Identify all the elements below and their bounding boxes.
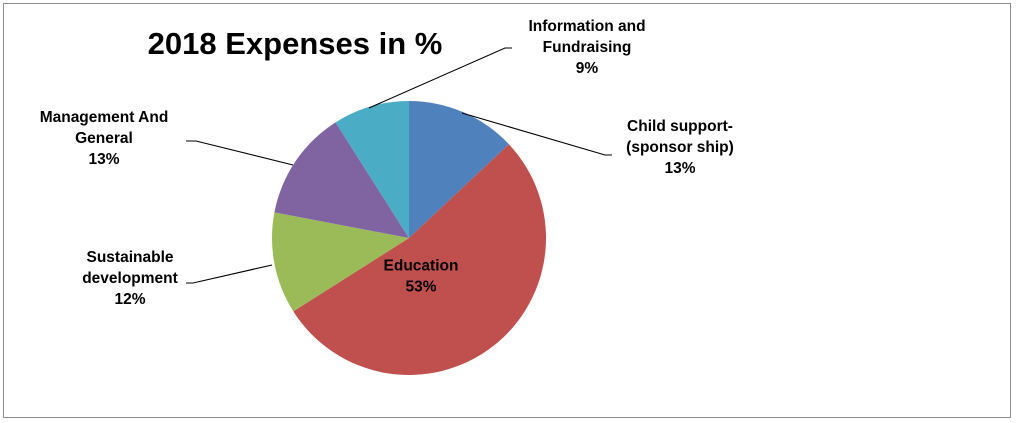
pie-slice-management-and-general: [274, 122, 409, 238]
pie-slice-information-and-fundraising: [335, 101, 409, 238]
pie-slice-child-support-sponsor-ship: [409, 101, 509, 238]
leader-line: [461, 112, 612, 156]
leader-line: [186, 264, 273, 284]
pie-slice-sustainable-development: [272, 212, 409, 312]
data-label: Information and Fundraising 9%: [528, 18, 645, 77]
data-label: Sustainable development 12%: [82, 249, 178, 308]
pie-slice-education: [293, 144, 547, 376]
data-label: Education 53%: [384, 258, 459, 296]
leader-line: [368, 47, 512, 109]
leader-line: [186, 140, 294, 166]
data-label: Management And General 13%: [40, 109, 169, 168]
chart-title: 2018 Expenses in %: [148, 26, 443, 61]
data-label: Child support-(sponsor ship) 13%: [626, 118, 734, 177]
